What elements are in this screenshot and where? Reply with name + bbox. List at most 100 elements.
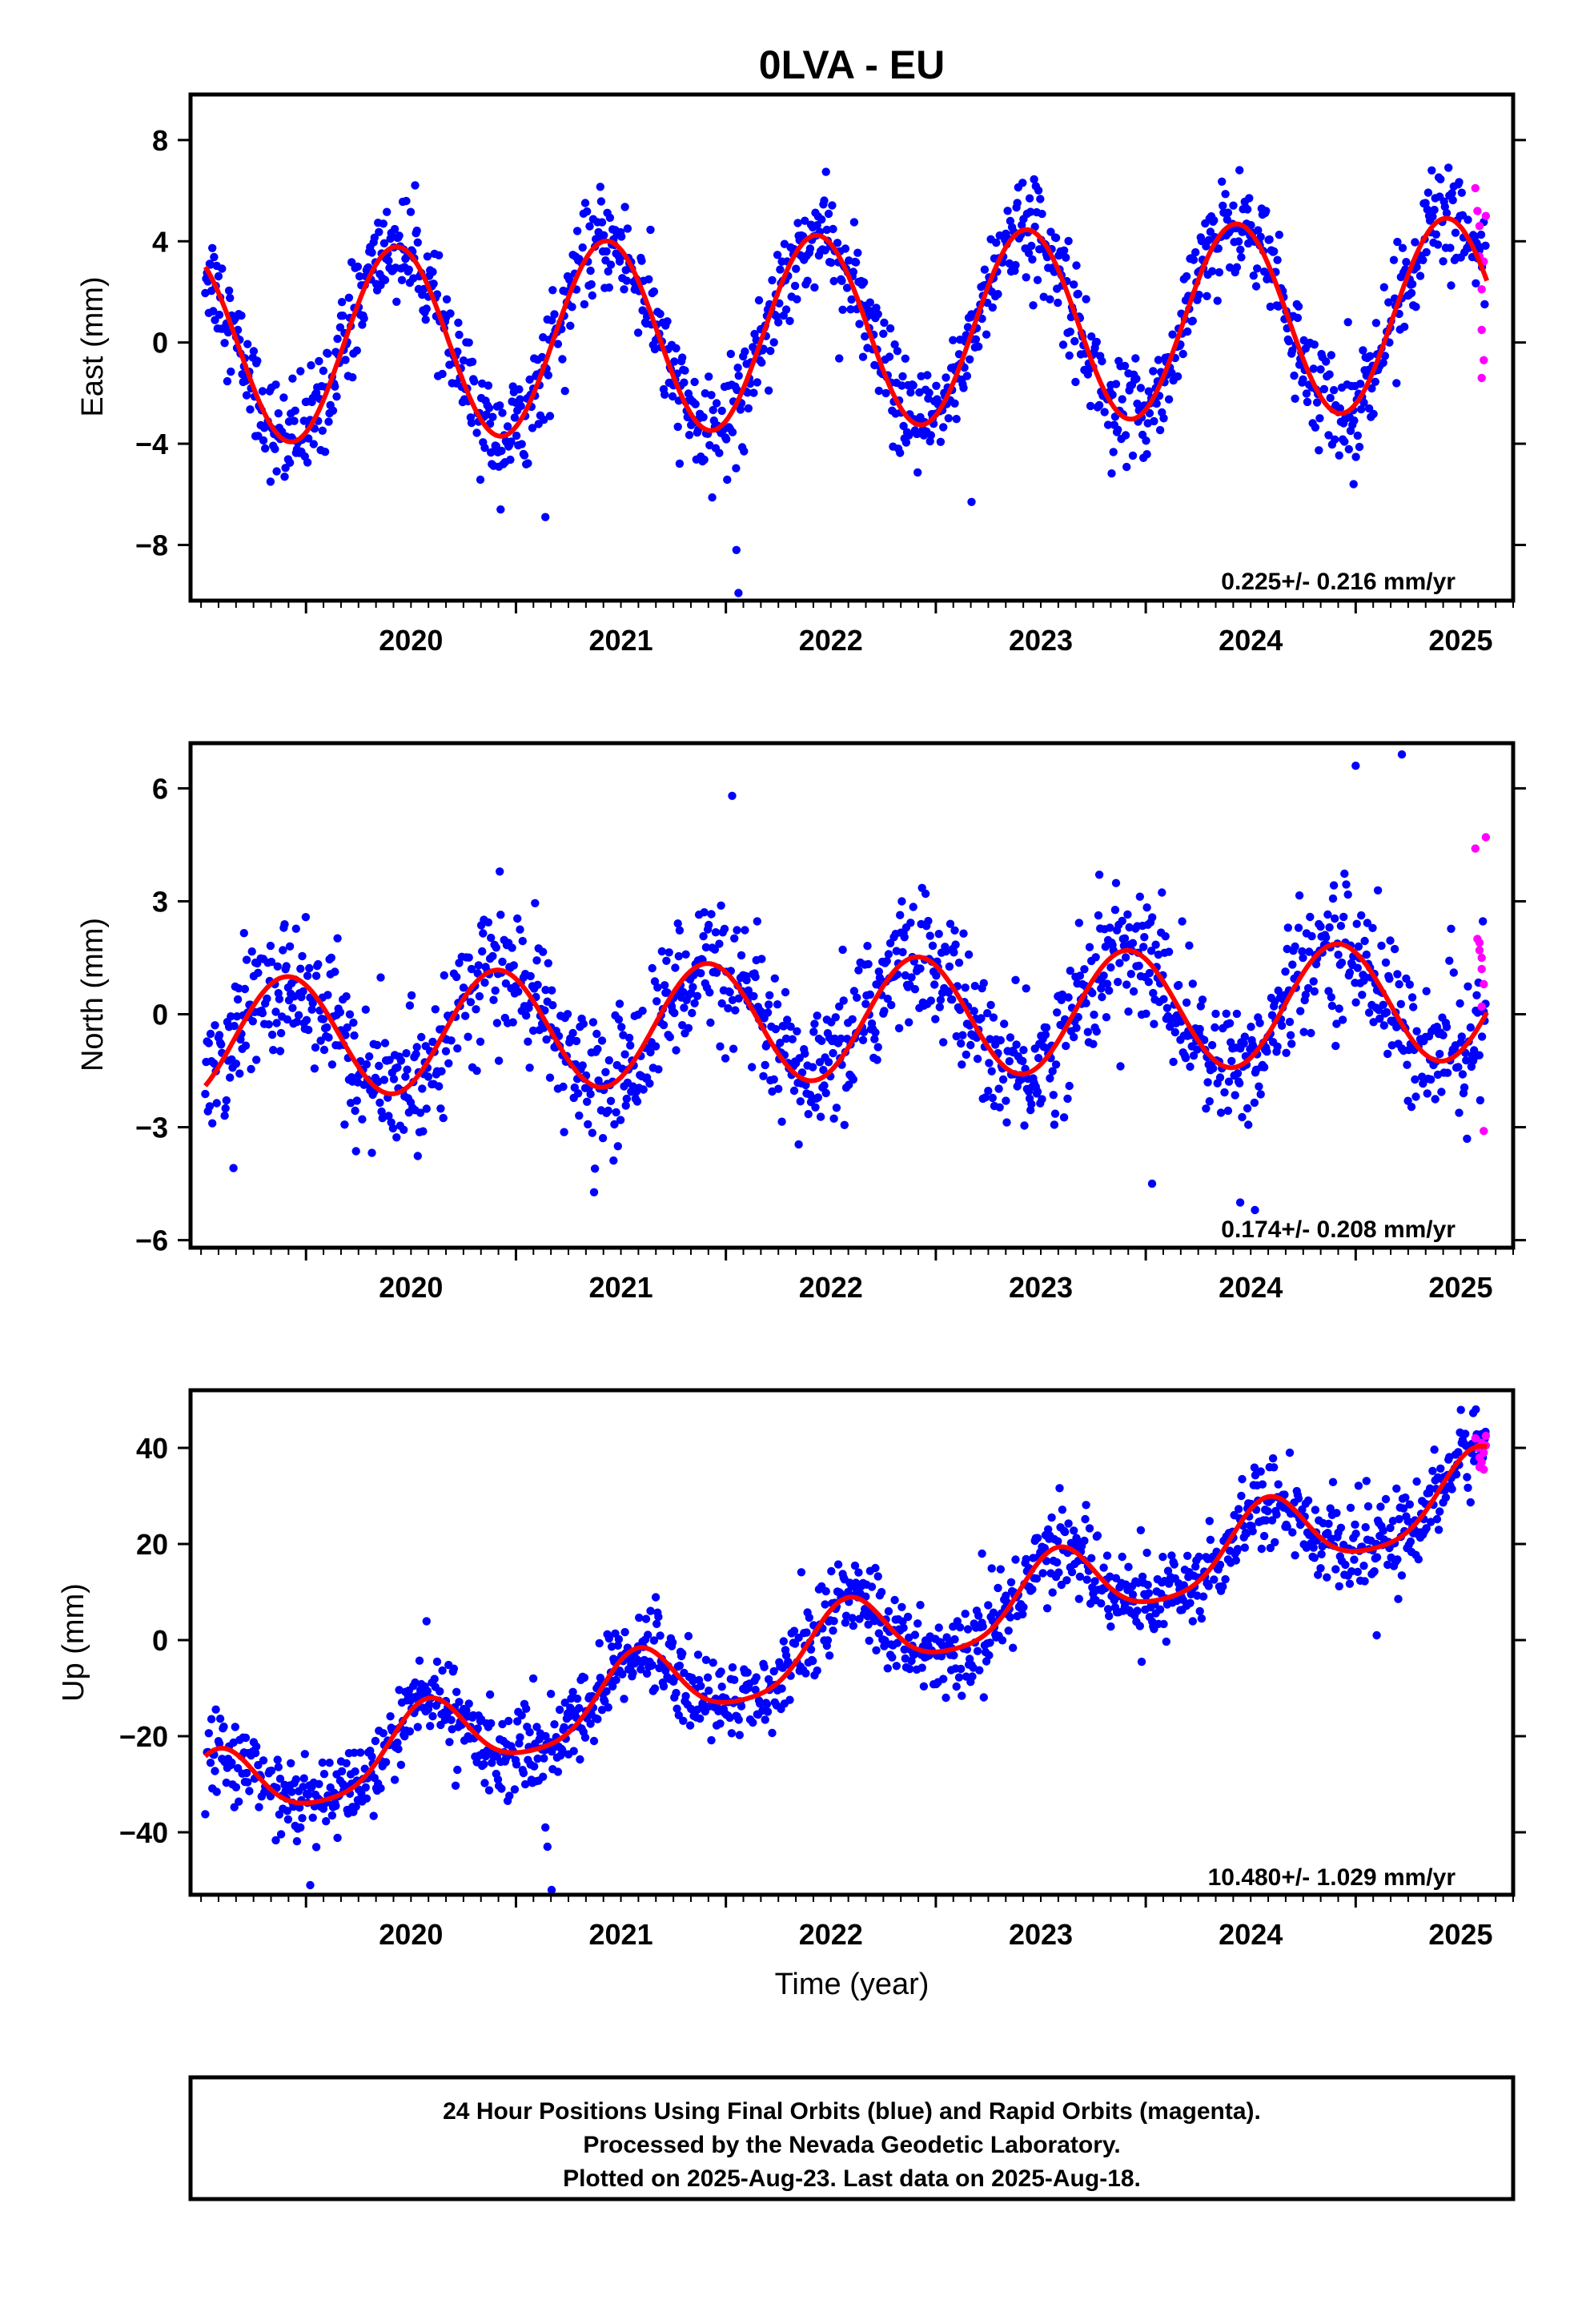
north-final-point <box>1088 988 1097 998</box>
up-final-point <box>333 1833 342 1843</box>
north-final-point <box>621 1101 630 1110</box>
up-final-point <box>1386 1523 1395 1533</box>
up-final-point <box>455 1698 464 1707</box>
north-final-point <box>211 1021 219 1030</box>
east-final-point <box>858 352 868 361</box>
up-final-point <box>701 1655 711 1664</box>
footer-frame <box>188 2075 1516 2201</box>
north-final-point <box>657 947 666 956</box>
north-final-point <box>1215 1073 1225 1082</box>
up-final-point <box>422 1617 431 1626</box>
north-final-point <box>484 918 493 927</box>
east-final-point <box>873 310 882 319</box>
east-final-point <box>1324 431 1333 440</box>
east-final-point <box>855 320 864 328</box>
north-final-point <box>439 1113 448 1123</box>
up-final-point <box>785 1695 794 1704</box>
north-final-point <box>1306 912 1315 922</box>
up-final-point <box>673 1704 681 1713</box>
north-final-point <box>1352 919 1361 928</box>
up-final-point <box>517 1711 526 1720</box>
north-final-point <box>626 1041 635 1050</box>
north-final-point <box>1305 947 1314 956</box>
east-final-point <box>411 181 420 190</box>
east-final-point <box>680 378 689 387</box>
north-final-point <box>323 1023 331 1032</box>
north-final-point <box>241 1041 251 1050</box>
east-final-point <box>380 275 390 284</box>
north-final-point <box>717 901 725 911</box>
north-final-point <box>235 1069 244 1078</box>
north-final-point <box>1050 1109 1060 1118</box>
north-final-point <box>479 929 488 938</box>
north-final-point <box>944 988 954 997</box>
north-final-point <box>1232 1009 1242 1019</box>
north-final-point <box>854 966 863 975</box>
up-final-point <box>1361 1522 1370 1532</box>
up-final-point <box>1002 1591 1010 1600</box>
east-final-point <box>1006 216 1015 226</box>
up-final-point <box>1363 1502 1373 1511</box>
north-final-point <box>624 1033 634 1043</box>
north-final-point <box>1094 911 1103 920</box>
east-final-point <box>1128 451 1138 460</box>
east-final-point <box>1353 431 1363 440</box>
up-final-point <box>850 1561 860 1570</box>
east-final-point <box>1421 199 1430 207</box>
north-final-point <box>673 919 682 928</box>
up-final-point <box>1170 1560 1178 1569</box>
up-final-point <box>684 1631 693 1641</box>
north-final-point <box>1064 993 1073 1002</box>
up-final-point <box>600 1697 609 1706</box>
east-final-point <box>1349 480 1358 489</box>
up-final-point <box>252 1742 261 1751</box>
east-final-point <box>971 335 981 344</box>
east-final-point <box>1173 372 1182 381</box>
up-final-point <box>1350 1555 1359 1564</box>
east-final-point <box>1204 235 1213 245</box>
north-model-curve <box>203 941 1489 1096</box>
east-y-axis-label: East (mm) <box>76 276 110 416</box>
east-final-point <box>1071 377 1080 387</box>
up-final-point <box>644 1630 652 1639</box>
north-final-point <box>1042 1023 1051 1032</box>
east-final-point <box>341 356 350 364</box>
up-final-point <box>291 1775 300 1784</box>
up-final-point <box>227 1758 236 1767</box>
north-final-point <box>970 1007 978 1015</box>
up-final-point <box>975 1666 984 1675</box>
up-final-point <box>367 1752 376 1761</box>
up-final-point <box>1032 1574 1042 1583</box>
north-final-point <box>648 963 656 973</box>
east-final-point <box>496 505 505 514</box>
up-final-point <box>910 1630 920 1639</box>
north-final-point <box>1142 1009 1150 1019</box>
north-final-point <box>272 1019 281 1027</box>
footer-line-3: Plotted on 2025-Aug-23. Last data on 202… <box>563 2165 1141 2192</box>
up-final-point <box>821 1586 830 1596</box>
north-final-point <box>367 1148 376 1157</box>
up-final-point <box>1054 1568 1063 1577</box>
up-final-point <box>438 1666 447 1675</box>
up-final-point <box>540 1754 548 1763</box>
north-final-point <box>1329 881 1339 890</box>
up-final-point <box>725 1713 734 1723</box>
east-final-point <box>1371 319 1381 328</box>
up-final-point <box>393 1738 402 1747</box>
up-final-point <box>519 1768 528 1778</box>
up-model-curve <box>203 1443 1488 1806</box>
up-final-point <box>1323 1573 1331 1582</box>
east-final-point <box>1103 420 1113 429</box>
north-final-point <box>1019 1046 1028 1055</box>
north-final-point <box>1439 1031 1447 1039</box>
east-final-point <box>226 293 235 303</box>
east-final-point <box>1249 271 1259 280</box>
footer-line-1: 24 Hour Positions Using Final Orbits (bl… <box>443 2098 1261 2125</box>
east-final-point <box>1108 390 1117 400</box>
north-final-point <box>874 967 884 976</box>
north-final-point <box>1203 1078 1212 1087</box>
north-final-point <box>1018 1075 1026 1084</box>
north-final-point <box>518 936 527 946</box>
east-final-point <box>678 353 687 362</box>
up-final-point <box>351 1802 360 1811</box>
